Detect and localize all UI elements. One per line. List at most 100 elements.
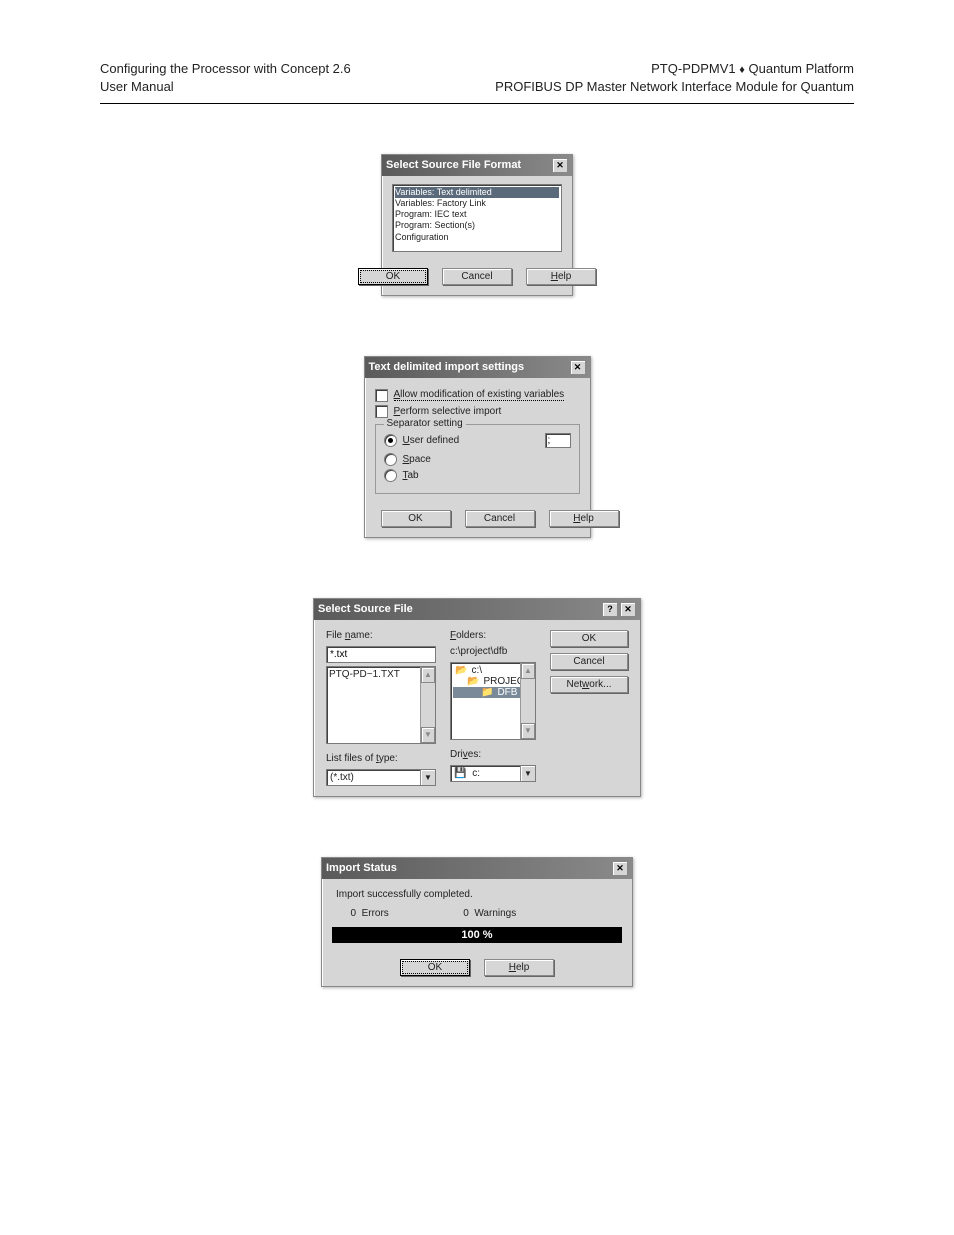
- list-item[interactable]: Variables: Text delimited: [395, 187, 559, 198]
- folder-column: Folders: c:\project\dfb 📂c:\ 📂PROJECT 📁D…: [450, 630, 536, 786]
- titlebar-buttons: ✕: [570, 360, 586, 375]
- ok-button[interactable]: OK: [400, 959, 470, 976]
- titlebar-buttons: ? ✕: [602, 602, 636, 617]
- titlebar: Import Status ✕: [322, 858, 632, 879]
- header-right-line2: PROFIBUS DP Master Network Interface Mod…: [495, 78, 854, 96]
- warnings-count: 0 Warnings: [449, 908, 516, 919]
- radio-label: Tab: [403, 470, 419, 481]
- checkbox-icon: [375, 389, 388, 402]
- allow-modification-checkbox[interactable]: Allow modification of existing variables: [375, 389, 580, 402]
- list-item[interactable]: Variables: Factory Link: [395, 198, 559, 209]
- list-item[interactable]: PTQ-PD~1.TXT: [329, 669, 433, 680]
- dialog-select-format: Select Source File Format ✕ Variables: T…: [381, 154, 573, 296]
- dialog-body: Variables: Text delimited Variables: Fac…: [382, 176, 572, 260]
- header-left: Configuring the Processor with Concept 2…: [100, 60, 351, 97]
- folder-open-icon: 📂: [455, 665, 467, 676]
- dialog-body: Import successfully completed.: [322, 879, 632, 904]
- separator-group: Separator setting User defined Space Tab: [375, 424, 580, 494]
- close-icon[interactable]: ✕: [620, 602, 636, 617]
- list-item[interactable]: Program: IEC text: [395, 209, 559, 220]
- cancel-button[interactable]: Cancel: [465, 510, 535, 527]
- file-column: File name: PTQ-PD~1.TXT ▲ ▼ List files o…: [326, 630, 436, 786]
- user-defined-row: User defined: [384, 431, 571, 450]
- scroll-up-icon[interactable]: ▲: [421, 667, 435, 683]
- button-row: OK Cancel Help: [365, 502, 590, 537]
- progress-text: 100 %: [461, 929, 492, 941]
- errors-count: 0 Errors: [336, 908, 389, 919]
- ok-button[interactable]: OK: [381, 510, 451, 527]
- header-left-line2: User Manual: [100, 78, 351, 96]
- dialog-title: Select Source File Format: [386, 159, 521, 171]
- folders-path: c:\project\dfb: [450, 646, 536, 657]
- perform-selective-checkbox[interactable]: Perform selective import: [375, 405, 580, 418]
- ok-button[interactable]: OK: [358, 268, 428, 285]
- header-right-line1: PTQ-PDPMV1 ♦ Quantum Platform: [495, 60, 854, 78]
- dialog-select-source-file: Select Source File ? ✕ File name: PTQ-PD…: [313, 598, 641, 797]
- status-message: Import successfully completed.: [336, 889, 618, 900]
- tab-radio[interactable]: Tab: [384, 469, 571, 482]
- file-list[interactable]: PTQ-PD~1.TXT ▲ ▼: [326, 666, 436, 744]
- space-radio[interactable]: Space: [384, 453, 571, 466]
- help-icon[interactable]: ?: [602, 602, 618, 617]
- button-row: OK Cancel Help: [382, 260, 572, 295]
- button-row: OK Help: [322, 951, 632, 986]
- dialog-title: Import Status: [326, 862, 397, 874]
- separator-input[interactable]: [545, 433, 571, 448]
- radio-icon: [384, 453, 397, 466]
- radio-icon: [384, 434, 397, 447]
- ok-button[interactable]: OK: [550, 630, 628, 647]
- folder-tree[interactable]: 📂c:\ 📂PROJECT 📁DFB ▲ ▼: [450, 662, 536, 740]
- help-button[interactable]: Help: [549, 510, 619, 527]
- folder-icon: 📁: [481, 687, 493, 698]
- checkbox-label: Perform selective import: [394, 406, 502, 417]
- cancel-button[interactable]: Cancel: [550, 653, 628, 670]
- titlebar: Select Source File ? ✕: [314, 599, 640, 620]
- scroll-down-icon[interactable]: ▼: [421, 727, 435, 743]
- list-type-label: List files of type:: [326, 753, 436, 764]
- checkbox-label: Allow modification of existing variables: [394, 389, 565, 401]
- header-divider: [100, 103, 854, 104]
- file-name-input[interactable]: [326, 646, 436, 663]
- checkbox-icon: [375, 405, 388, 418]
- titlebar: Select Source File Format ✕: [382, 155, 572, 176]
- network-button[interactable]: Network...: [550, 676, 628, 693]
- close-icon[interactable]: ✕: [612, 861, 628, 876]
- list-item[interactable]: Configuration: [395, 232, 559, 243]
- combo-value: 💾 c:: [451, 766, 520, 781]
- scrollbar[interactable]: ▲ ▼: [420, 667, 435, 743]
- titlebar-buttons: ✕: [612, 861, 628, 876]
- radio-label: User defined: [403, 435, 460, 446]
- folders-label: Folders:: [450, 630, 536, 641]
- header-left-line1: Configuring the Processor with Concept 2…: [100, 60, 351, 78]
- cancel-button[interactable]: Cancel: [442, 268, 512, 285]
- scroll-down-icon[interactable]: ▼: [521, 723, 535, 739]
- page-header: Configuring the Processor with Concept 2…: [100, 60, 854, 97]
- help-button[interactable]: Help: [526, 268, 596, 285]
- chevron-down-icon[interactable]: ▼: [520, 766, 535, 781]
- chevron-down-icon[interactable]: ▼: [420, 770, 435, 785]
- side-buttons: OK Cancel Network...: [550, 630, 628, 786]
- close-icon[interactable]: ✕: [552, 158, 568, 173]
- titlebar-buttons: ✕: [552, 158, 568, 173]
- folder-open-icon: 📂: [467, 676, 479, 687]
- format-listbox[interactable]: Variables: Text delimited Variables: Fac…: [392, 184, 562, 252]
- close-icon[interactable]: ✕: [570, 360, 586, 375]
- scroll-up-icon[interactable]: ▲: [521, 663, 535, 679]
- help-button[interactable]: Help: [484, 959, 554, 976]
- titlebar: Text delimited import settings ✕: [365, 357, 590, 378]
- file-name-label: File name:: [326, 630, 436, 641]
- drives-combo[interactable]: 💾 c: ▼: [450, 765, 536, 782]
- progress-bar: 100 %: [332, 927, 622, 943]
- header-right: PTQ-PDPMV1 ♦ Quantum Platform PROFIBUS D…: [495, 60, 854, 97]
- radio-label: Space: [403, 454, 431, 465]
- user-defined-radio[interactable]: User defined: [384, 434, 460, 447]
- dialog-title: Text delimited import settings: [369, 361, 525, 373]
- list-item[interactable]: Program: Section(s): [395, 220, 559, 231]
- scrollbar[interactable]: ▲ ▼: [520, 663, 535, 739]
- page: Configuring the Processor with Concept 2…: [0, 0, 954, 1107]
- radio-icon: [384, 469, 397, 482]
- combo-value: (*.txt): [327, 770, 420, 785]
- dialog-body: File name: PTQ-PD~1.TXT ▲ ▼ List files o…: [314, 620, 640, 796]
- file-type-combo[interactable]: (*.txt) ▼: [326, 769, 436, 786]
- dialog-body: Allow modification of existing variables…: [365, 378, 590, 502]
